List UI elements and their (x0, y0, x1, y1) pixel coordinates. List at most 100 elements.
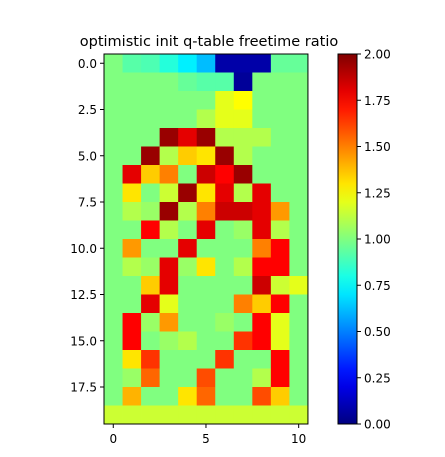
y-tick-label: 15.0 (70, 334, 97, 348)
heatmap-cell (122, 350, 142, 369)
heatmap-cell (159, 239, 179, 258)
heatmap-cell (178, 54, 198, 73)
heatmap-cell (270, 72, 290, 92)
heatmap-cell (252, 387, 272, 406)
heatmap-cell (159, 405, 179, 425)
y-tick-label: 5.0 (78, 149, 97, 163)
heatmap-cell (233, 294, 253, 314)
heatmap-cell (252, 165, 272, 184)
heatmap-cell (233, 109, 253, 129)
heatmap-cell (178, 239, 198, 258)
heatmap-cell (178, 146, 198, 166)
heatmap-cell (270, 350, 290, 369)
x-tick-label: 0 (109, 432, 117, 446)
heatmap-cell (215, 183, 235, 203)
heatmap-cell (196, 54, 216, 73)
heatmap-cell (289, 72, 309, 92)
heatmap-cell (159, 387, 179, 406)
heatmap-cell (178, 313, 198, 332)
heatmap-cell (233, 331, 253, 351)
heatmap-cell (252, 257, 272, 277)
heatmap-cell (122, 331, 142, 351)
y-axis: 0.0 2.5 5.0 7.5 10.0 12.5 15.0 17.5 (70, 57, 104, 395)
heatmap-cell (122, 128, 142, 147)
heatmap-cell (141, 165, 161, 184)
colorbar-tick-label: 0.50 (364, 325, 391, 339)
heatmap-cell (233, 368, 253, 388)
heatmap-cell (215, 257, 235, 277)
heatmap-cell (215, 202, 235, 221)
heatmap-cell (159, 91, 179, 110)
heatmap-cell (270, 165, 290, 184)
x-tick-label: 5 (202, 432, 210, 446)
heatmap-cell (215, 109, 235, 129)
heatmap-cell (178, 183, 198, 203)
heatmap-cell (141, 54, 161, 73)
y-tick-label: 12.5 (70, 288, 97, 302)
colorbar-tick-label: 0.25 (364, 371, 391, 385)
heatmap-cell (104, 146, 123, 166)
heatmap-cell (289, 202, 309, 221)
heatmap-cell (104, 368, 123, 388)
heatmap-cell (289, 54, 309, 73)
heatmap-cell (159, 202, 179, 221)
heatmap-cell (233, 165, 253, 184)
y-tick-label: 2.5 (78, 103, 97, 117)
heatmap-cell (252, 202, 272, 221)
heatmap-cell (159, 276, 179, 295)
heatmap-cell (289, 276, 309, 295)
heatmap-cell (104, 350, 123, 369)
heatmap-cell (122, 109, 142, 129)
heatmap-cell (252, 313, 272, 332)
heatmap-cell (270, 146, 290, 166)
heatmap-cell (141, 350, 161, 369)
heatmap-cell (122, 405, 142, 425)
heatmap-cell (252, 405, 272, 425)
heatmap-cell (104, 387, 123, 406)
heatmap-cell (196, 146, 216, 166)
heatmap-cell (252, 183, 272, 203)
heatmap-cell (178, 91, 198, 110)
heatmap-cell (233, 239, 253, 258)
heatmap-cell (196, 109, 216, 129)
heatmap-cells (104, 54, 309, 425)
heatmap-cell (178, 405, 198, 425)
heatmap-cell (104, 405, 123, 425)
heatmap-cell (178, 220, 198, 240)
heatmap-cell (122, 183, 142, 203)
heatmap-cell (252, 128, 272, 147)
heatmap-cell (270, 183, 290, 203)
heatmap-cell (104, 257, 123, 277)
heatmap-cell (104, 128, 123, 147)
y-tick-label: 7.5 (78, 196, 97, 210)
heatmap-cell (141, 91, 161, 110)
heatmap-cell (104, 294, 123, 314)
heatmap-cell (141, 276, 161, 295)
heatmap-cell (196, 128, 216, 147)
heatmap-cell (270, 239, 290, 258)
heatmap-cell (178, 276, 198, 295)
heatmap-cell (141, 202, 161, 221)
heatmap-cell (252, 239, 272, 258)
heatmap-cell (270, 109, 290, 129)
heatmap-cell (270, 276, 290, 295)
heatmap-cell (104, 54, 123, 73)
heatmap-cell (270, 91, 290, 110)
heatmap-cell (233, 313, 253, 332)
heatmap-cell (289, 165, 309, 184)
heatmap-cell (104, 276, 123, 295)
heatmap-cell (215, 128, 235, 147)
heatmap-cell (196, 350, 216, 369)
heatmap-cell (270, 313, 290, 332)
heatmap-cell (159, 350, 179, 369)
colorbar-tick-label: 1.25 (364, 186, 391, 200)
heatmap-cell (104, 72, 123, 92)
heatmap-cell (289, 387, 309, 406)
heatmap-cell (178, 202, 198, 221)
heatmap-cell (289, 294, 309, 314)
heatmap-cell (289, 239, 309, 258)
chart-title: optimistic init q-table freetime ratio (80, 34, 339, 50)
heatmap-cell (122, 91, 142, 110)
heatmap-cell (270, 294, 290, 314)
heatmap-cell (104, 109, 123, 129)
